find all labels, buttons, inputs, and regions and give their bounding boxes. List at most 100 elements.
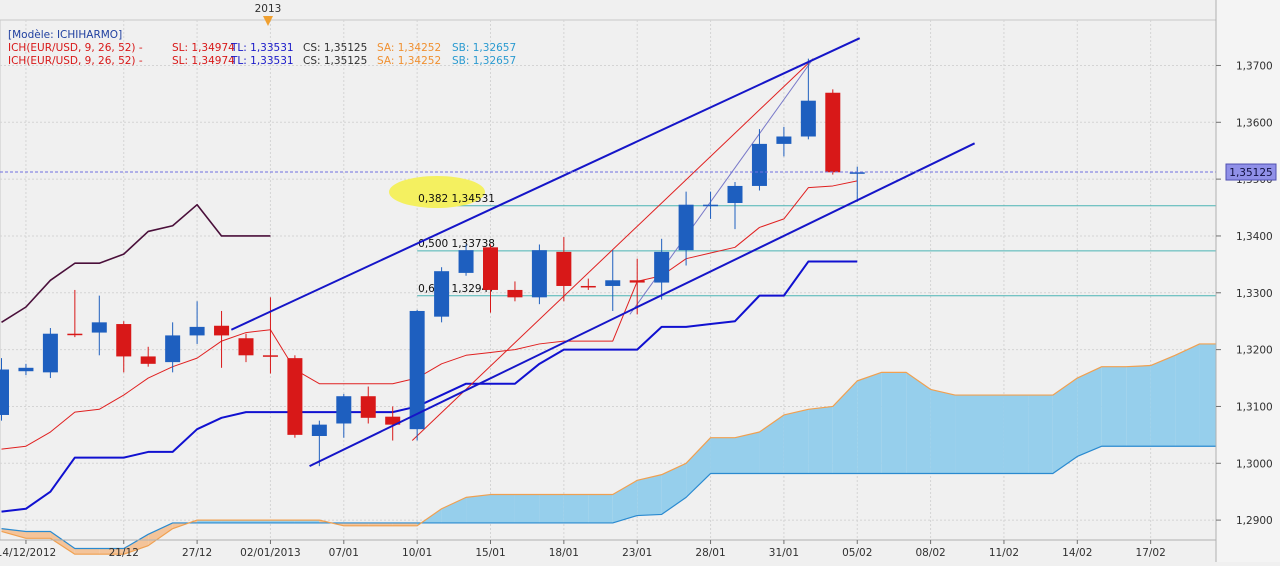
senkou-span-a-line — [1, 343, 1224, 555]
candle — [605, 250, 621, 311]
candle-body — [262, 355, 278, 357]
x-tick-label: 31/01 — [769, 547, 799, 559]
cloud-segment — [1175, 343, 1200, 447]
cloud-segment — [221, 520, 246, 523]
y-tick-label: 1,3000 — [1236, 458, 1273, 470]
channel-line — [309, 142, 976, 468]
year-marker: 2013 — [255, 3, 282, 26]
legend-tl: TL: 1,33531 — [230, 55, 294, 67]
cloud-segment — [1126, 365, 1151, 447]
legend: [Modèle: ICHIHARMO] ICH(EUR/USD, 9, 26, … — [8, 29, 516, 67]
fib-highlight — [389, 176, 485, 208]
cloud-segment — [955, 395, 980, 474]
candle-body — [238, 338, 254, 356]
candle-body — [458, 250, 474, 273]
cloud-segment — [808, 406, 833, 474]
cloud-segment — [979, 395, 1004, 474]
channel-line — [230, 37, 861, 331]
candle — [776, 126, 792, 157]
candle-body — [507, 289, 523, 298]
candle — [800, 58, 816, 140]
y-tick-label: 1,3200 — [1236, 345, 1273, 357]
kijun-sen-line — [1, 260, 858, 513]
fib-level-label: 0,382 1,34531 — [418, 193, 495, 205]
legend-sl: SL: 1,34974 — [172, 55, 235, 67]
candle-body — [409, 310, 425, 430]
cloud-segment — [1077, 366, 1102, 457]
candle-body — [18, 367, 34, 372]
candle — [385, 406, 401, 441]
candle-body — [703, 204, 719, 207]
cloud-segment — [661, 463, 687, 515]
candle-body — [116, 324, 132, 357]
cloud-segment — [197, 520, 222, 523]
x-tick-label: 14/12/2012 — [0, 547, 56, 559]
candle-body — [385, 416, 401, 425]
candle-body — [165, 335, 181, 363]
x-tick-label: 11/02 — [989, 547, 1019, 559]
candle-body — [849, 172, 865, 174]
candle-body — [483, 247, 498, 290]
candle-body — [214, 325, 230, 336]
legend-prefix: ICH(EUR/USD, 9, 26, 52) - — [8, 42, 143, 54]
x-tick-label: 05/02 — [842, 547, 872, 559]
candle-body — [91, 322, 107, 333]
y-tick-label: 1,2900 — [1236, 515, 1273, 527]
y-tick-label: 1,3400 — [1236, 231, 1273, 243]
legend-sa: SA: 1,34252 — [377, 42, 441, 54]
cloud-segment — [906, 372, 931, 474]
candle — [825, 89, 841, 175]
candle — [360, 386, 376, 424]
x-tick-label: 15/01 — [475, 547, 505, 559]
x-tick-label: 28/01 — [695, 547, 725, 559]
candle-body — [654, 251, 670, 283]
cloud-segment — [25, 531, 51, 539]
candle — [18, 363, 34, 376]
candle — [654, 238, 670, 300]
candle-body — [336, 396, 352, 424]
candle — [189, 301, 205, 344]
x-tick-label: 27/12 — [182, 547, 212, 559]
cloud-segment — [612, 480, 638, 523]
cloud-segment — [74, 548, 100, 555]
candle — [507, 281, 523, 302]
candle-body — [287, 358, 303, 435]
cloud-segment — [99, 548, 124, 555]
cloud-segment — [1028, 395, 1053, 474]
cloud-segment — [246, 520, 271, 523]
legend-sl: SL: 1,34974 — [172, 42, 235, 54]
year-marker-arrow-icon — [263, 16, 273, 26]
candle-body — [0, 369, 9, 415]
year-marker-label: 2013 — [255, 3, 282, 15]
cloud-segment — [783, 409, 809, 474]
cloud-segment — [343, 522, 369, 526]
candle-body — [678, 204, 694, 251]
candle — [287, 355, 303, 438]
candle-body — [580, 285, 596, 288]
y-tick-label: 1,3600 — [1236, 117, 1273, 129]
candle-body — [776, 136, 792, 144]
candle — [629, 258, 645, 315]
candle — [483, 244, 498, 313]
x-tick-label: 02/01/2013 — [240, 547, 301, 559]
senkou-span-b-line — [1, 445, 1224, 550]
x-tick-label: 21/12 — [109, 547, 139, 559]
cloud-segment — [514, 494, 540, 523]
legend-cs: CS: 1,35125 — [303, 42, 367, 54]
cloud-segment — [294, 520, 320, 523]
cloud-segment — [735, 432, 760, 474]
ichimoku-cloud — [1, 343, 1224, 555]
cloud-segment — [710, 437, 735, 474]
x-tick-label: 08/02 — [915, 547, 945, 559]
cloud-segment — [930, 389, 956, 474]
cloud-segment — [466, 494, 491, 523]
cloud-segment — [392, 522, 418, 526]
y-axis-panel — [1216, 0, 1280, 562]
candle-body — [42, 333, 58, 373]
cloud-segment — [50, 531, 75, 555]
candle — [42, 328, 58, 379]
cloud-segment — [881, 372, 907, 474]
